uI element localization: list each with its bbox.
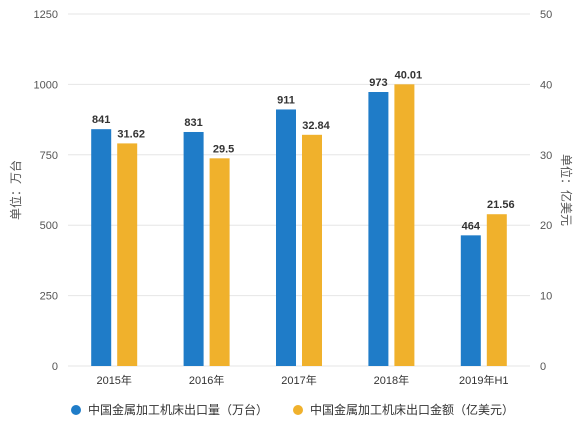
- bars: [91, 84, 507, 367]
- right-tick-label: 50: [540, 9, 552, 21]
- data-label-export-volume: 831: [184, 117, 202, 129]
- right-tick-label: 20: [540, 220, 552, 232]
- legend: 中国金属加工机床出口量（万台） 中国金属加工机床出口金额（亿美元）: [71, 402, 514, 417]
- left-axis-ticks: 0 250 500 750 1000 1250: [34, 9, 58, 373]
- data-label-export-volume: 911: [277, 94, 295, 106]
- bar-export-value: [394, 84, 415, 367]
- data-label-export-value: 40.01: [395, 69, 423, 81]
- category-labels: 2015年 2016年 2017年 2018年 2019年H1: [96, 373, 508, 387]
- bar-export-value: [302, 134, 322, 366]
- right-axis-ticks: 0 10 20 30 40 50: [540, 9, 552, 373]
- left-tick-label: 1000: [34, 79, 58, 91]
- data-label-export-value: 29.5: [213, 143, 234, 155]
- legend-marker: [71, 405, 81, 415]
- left-tick-label: 250: [40, 291, 58, 303]
- right-tick-label: 30: [540, 150, 552, 162]
- legend-marker: [293, 405, 303, 415]
- category-label: 2016年: [189, 373, 224, 387]
- gridlines: [68, 13, 530, 367]
- bar-export-value: [486, 214, 507, 366]
- right-tick-label: 10: [540, 291, 552, 303]
- data-label-export-value: 31.62: [117, 128, 145, 140]
- left-tick-label: 1250: [34, 9, 58, 21]
- legend-label: 中国金属加工机床出口量（万台）: [88, 402, 268, 417]
- data-label-export-volume: 464: [462, 220, 481, 232]
- left-tick-label: 750: [40, 150, 58, 162]
- left-axis-title: 单位：万台: [8, 160, 23, 220]
- category-label: 2017年: [281, 373, 316, 387]
- left-tick-label: 500: [40, 220, 58, 232]
- data-labels: 841 31.62 831 29.5 911 32.84 973 40.01 464 21.56: [92, 69, 515, 232]
- category-label: 2019年H1: [459, 373, 509, 387]
- data-label-export-volume: 973: [369, 77, 387, 89]
- bar-export-value: [209, 158, 230, 366]
- bar-export-volume: [368, 92, 389, 366]
- bar-export-volume: [276, 109, 296, 366]
- right-axis-title: 单位：亿美元: [559, 154, 574, 226]
- right-tick-label: 40: [540, 79, 552, 91]
- category-label: 2015年: [96, 373, 131, 387]
- bar-export-volume: [183, 131, 204, 366]
- bar-export-volume: [460, 235, 481, 366]
- data-label-export-value: 32.84: [302, 120, 330, 132]
- legend-label: 中国金属加工机床出口金额（亿美元）: [310, 402, 514, 417]
- left-tick-label: 0: [52, 361, 58, 373]
- bar-export-value: [117, 143, 138, 366]
- data-label-export-volume: 841: [92, 114, 110, 126]
- category-label: 2018年: [374, 373, 409, 387]
- right-tick-label: 0: [540, 361, 546, 373]
- data-label-export-value: 21.56: [487, 199, 515, 211]
- bar-export-volume: [91, 129, 112, 366]
